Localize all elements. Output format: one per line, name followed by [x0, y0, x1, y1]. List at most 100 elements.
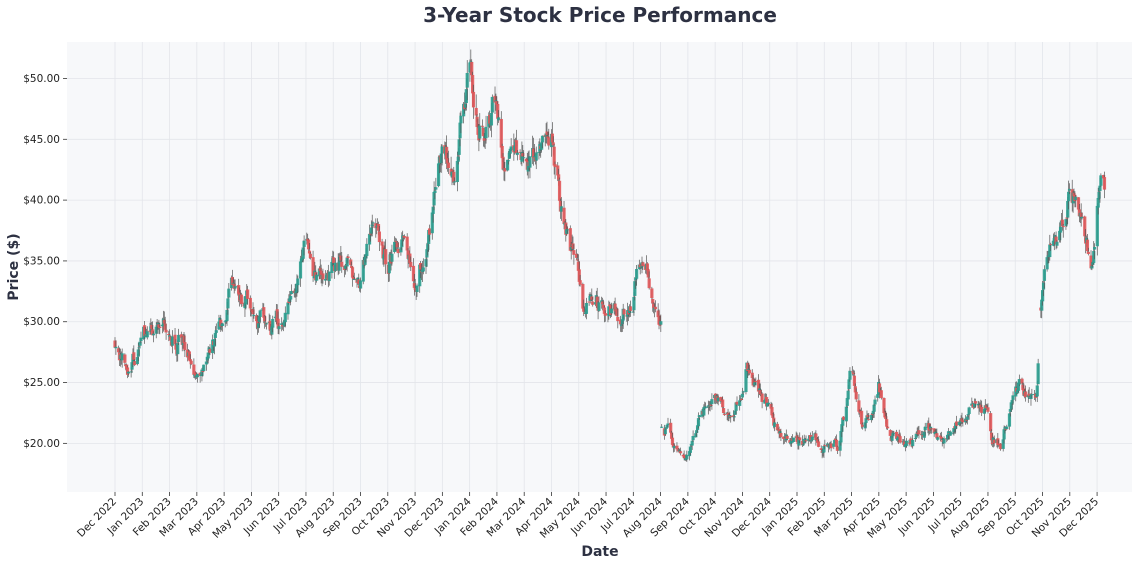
candle-body-down	[173, 334, 177, 345]
candle-body-down	[377, 231, 381, 243]
candle-body-up	[300, 257, 304, 261]
candle-body-down	[427, 228, 432, 235]
candle-body-down	[1077, 209, 1081, 217]
candle-body-up	[212, 339, 217, 347]
candle-body-up	[468, 62, 472, 73]
candle-body-up	[923, 426, 927, 431]
candle-body-down	[255, 315, 259, 322]
candle-body-up	[840, 424, 844, 432]
candle-body-up	[126, 371, 131, 374]
candle-body-up	[200, 369, 204, 376]
candle-body-down	[395, 242, 399, 248]
candle-body-down	[764, 396, 769, 407]
candle-body-down	[984, 405, 988, 409]
candle-body-down	[897, 434, 901, 437]
candle-body-down	[357, 279, 361, 285]
candle-body-up	[537, 151, 541, 153]
candle-body-up	[1036, 363, 1040, 385]
candle-body-down	[1024, 391, 1028, 397]
candle-body-up	[892, 432, 896, 434]
candle-body-up	[154, 326, 158, 334]
candle-body-up	[1066, 200, 1070, 218]
y-tick-label: $50.00	[23, 73, 60, 85]
candle-body-up	[1096, 197, 1100, 208]
candle-body-down	[572, 250, 576, 255]
candle-body-up	[694, 433, 698, 438]
candle-body-down	[986, 407, 990, 412]
candle-body-up	[528, 156, 532, 168]
candle-body-down	[1027, 393, 1031, 397]
candle-body-down	[1079, 212, 1083, 218]
candle-body-up	[951, 432, 955, 434]
candle-body-down	[556, 165, 560, 176]
candle-body-down	[980, 407, 984, 413]
candle-body-down	[237, 285, 241, 294]
candlestick-series	[113, 49, 1107, 462]
candle-body-up	[343, 265, 347, 269]
candle-body-down	[785, 435, 789, 439]
x-axis-label: Date	[581, 544, 618, 560]
candle-body-up	[773, 422, 777, 428]
candle-body-up	[685, 454, 689, 460]
candle-body-down	[168, 336, 173, 341]
candle-body-down	[531, 148, 536, 158]
candle-body-up	[848, 370, 852, 380]
candle-body-down	[547, 137, 551, 146]
candle-body-up	[1001, 439, 1005, 449]
candle-body-down	[884, 416, 888, 420]
candle-body-up	[678, 450, 682, 452]
candle-body-down	[1065, 217, 1069, 219]
candle-body-up	[508, 148, 512, 154]
candle-body-up	[1035, 385, 1039, 397]
candle-body-up	[382, 254, 386, 260]
candle-body-up	[520, 152, 524, 162]
candle-body-up	[457, 139, 461, 155]
candle-body-down	[613, 303, 617, 312]
y-tick-label: $25.00	[23, 377, 60, 389]
candle-body-down	[545, 131, 549, 136]
candle-body-up	[621, 308, 625, 321]
candle-body-down	[992, 439, 996, 444]
candle-body-down	[558, 200, 563, 212]
candle-body-up	[607, 306, 611, 317]
candle-body-down	[800, 440, 805, 446]
candle-body-up	[513, 145, 517, 152]
candle-body-up	[1016, 382, 1021, 391]
candle-body-up	[497, 117, 501, 121]
candle-body-down	[616, 316, 620, 322]
candle-body-down	[859, 410, 864, 425]
candle-body-down	[735, 401, 739, 405]
candle-body-down	[851, 371, 855, 373]
candle-body-up	[177, 334, 181, 343]
candle-body-down	[935, 433, 939, 439]
candle-body-down	[622, 309, 626, 315]
candle-body-up	[364, 254, 368, 259]
candle-body-up	[847, 379, 851, 390]
candle-body-down	[1102, 177, 1107, 190]
candle-body-down	[470, 61, 474, 76]
candle-body-up	[202, 364, 206, 372]
candle-body-up	[440, 146, 444, 154]
candle-body-up	[890, 436, 894, 441]
candle-body-up	[666, 423, 670, 426]
candle-body-down	[553, 164, 557, 168]
candle-body-up	[289, 290, 294, 295]
candle-body-up	[176, 343, 180, 355]
candle-body-up	[763, 400, 767, 404]
candle-body-down	[230, 276, 235, 285]
candle-body-down	[851, 372, 856, 375]
y-tick-label: $20.00	[23, 438, 60, 450]
candle-body-down	[571, 243, 575, 249]
candle-body-up	[609, 308, 614, 314]
candle-body-up	[330, 261, 334, 273]
candle-body-down	[964, 419, 969, 421]
candle-body-down	[321, 273, 325, 280]
candle-body-up	[432, 191, 436, 206]
candle-body-up	[393, 241, 397, 253]
candle-body-up	[684, 459, 688, 461]
candle-body-down	[769, 404, 773, 409]
candle-body-down	[650, 288, 654, 299]
candle-body-down	[287, 301, 291, 304]
candle-body-up	[1098, 185, 1102, 192]
candle-body-up	[399, 247, 403, 253]
